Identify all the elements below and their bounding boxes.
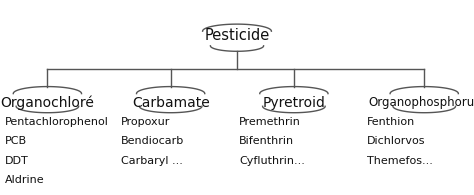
Text: Propoxur: Propoxur [121,117,170,127]
Text: PCB: PCB [5,136,27,146]
Text: Premethrin: Premethrin [239,117,301,127]
Text: Cyfluthrin...: Cyfluthrin... [239,156,305,166]
Text: Organophosphorus: Organophosphorus [368,96,474,109]
Text: DDT: DDT [5,156,28,166]
Text: Pentachlorophenol: Pentachlorophenol [5,117,109,127]
Text: Aldrine: Aldrine [5,175,45,185]
Text: Themefos...: Themefos... [367,156,433,166]
Text: Organochloré: Organochloré [0,96,94,110]
Text: Fenthion: Fenthion [367,117,416,127]
Text: Carbamate: Carbamate [132,96,210,110]
Text: Dichlorvos: Dichlorvos [367,136,426,146]
Text: Pesticide: Pesticide [204,28,270,43]
Text: Bifenthrin: Bifenthrin [239,136,294,146]
Text: Bendiocarb: Bendiocarb [121,136,184,146]
Text: Carbaryl ...: Carbaryl ... [121,156,183,166]
Text: Pyretroid: Pyretroid [263,96,325,110]
